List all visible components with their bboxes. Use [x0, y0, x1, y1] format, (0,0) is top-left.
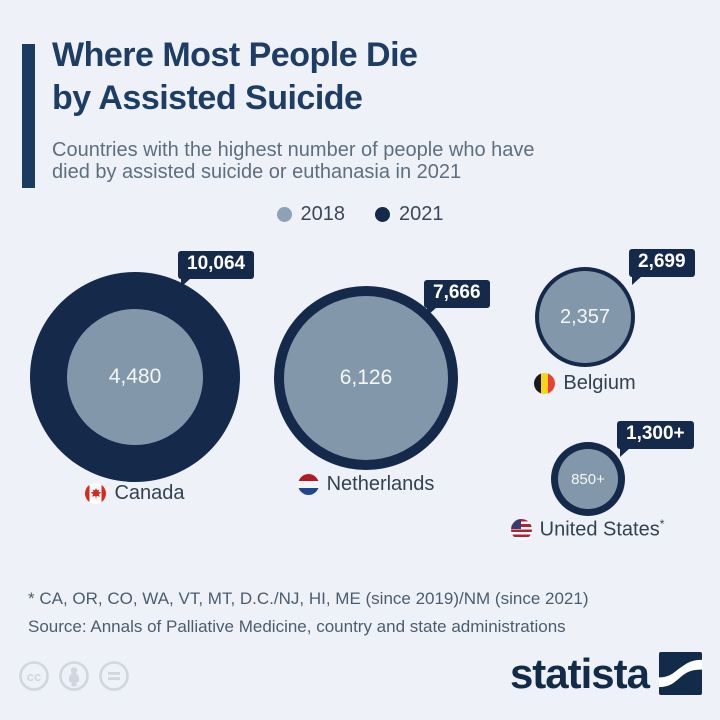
title-line-2: by Assisted Suicide — [52, 79, 363, 117]
belgium-name: Belgium — [563, 372, 636, 394]
us-bubble-2021: 850+ — [551, 442, 625, 516]
us-footnote-marker: * — [659, 517, 665, 531]
us-label: United States* — [495, 517, 680, 542]
canada-2018-value: 4,480 — [108, 365, 162, 388]
canada-flag-icon — [85, 483, 107, 504]
netherlands-2021-value: 7,666 — [433, 282, 481, 303]
svg-text:cc: cc — [27, 669, 41, 684]
netherlands-label: Netherlands — [274, 473, 458, 496]
belgium-2021-callout: 2,699 — [629, 249, 695, 285]
page-title: Where Most People Die by Assisted Suicid… — [52, 34, 418, 120]
us-bubble-2018: 850+ — [558, 449, 618, 509]
belgium-2018-value: 2,357 — [559, 305, 611, 328]
canada-name: Canada — [114, 482, 185, 504]
canada-bubble-2021: 4,480 — [30, 272, 240, 482]
statista-logo[interactable]: statista — [510, 652, 702, 695]
legend-item-2018: 2018 — [276, 203, 346, 226]
legend-label-2018: 2018 — [300, 203, 346, 225]
license-icons: cc — [18, 660, 130, 692]
legend-item-2021: 2021 — [375, 203, 444, 226]
legend: 2018 2021 — [0, 203, 720, 226]
maple-leaf-icon — [90, 487, 102, 500]
belgium-flag-icon — [534, 373, 556, 394]
no-derivatives-equals-icon[interactable] — [98, 660, 130, 692]
netherlands-bubble-2018: 6,126 — [284, 296, 448, 460]
netherlands-name: Netherlands — [326, 473, 435, 495]
legend-label-2021: 2021 — [399, 203, 444, 225]
title-accent-bar — [22, 44, 35, 188]
us-2018-value: 850+ — [571, 470, 605, 488]
netherlands-flag-icon — [297, 474, 319, 495]
belgium-label: Belgium — [510, 372, 660, 395]
cc-icon[interactable]: cc — [18, 660, 50, 692]
legend-dot-2018 — [276, 207, 292, 222]
canada-bubble-2018: 4,480 — [67, 309, 203, 445]
us-2021-value: 1,300+ — [626, 423, 685, 444]
belgium-bubble-2021: 2,357 — [535, 267, 635, 367]
netherlands-2018-value: 6,126 — [339, 366, 393, 389]
us-flag-icon — [510, 518, 532, 540]
page-subtitle: Countries with the highest number of peo… — [52, 139, 535, 183]
netherlands-bubble-2021: 6,126 — [274, 286, 458, 470]
belgium-bubble-2018: 2,357 — [539, 271, 631, 363]
source-text: Source: Annals of Palliative Medicine, c… — [28, 617, 566, 636]
attribution-person-icon[interactable] — [58, 660, 90, 692]
us-flag-canton — [510, 518, 521, 529]
statista-mark-icon — [659, 652, 702, 695]
us-name: United States* — [539, 517, 665, 541]
statista-wordmark: statista — [509, 649, 650, 697]
netherlands-2021-callout: 7,666 — [424, 280, 490, 316]
canada-2021-callout: 10,064 — [178, 251, 255, 287]
legend-dot-2021 — [375, 207, 390, 222]
subtitle-line-1: Countries with the highest number of peo… — [52, 139, 535, 161]
us-2021-callout: 1,300+ — [617, 421, 694, 457]
subtitle-line-2: died by assisted suicide or euthanasia i… — [52, 161, 462, 183]
title-line-1: Where Most People Die — [52, 36, 418, 74]
canada-2021-value: 10,064 — [187, 253, 246, 274]
footnote-text: * CA, OR, CO, WA, VT, MT, D.C./NJ, HI, M… — [28, 589, 589, 608]
belgium-2021-value: 2,699 — [638, 251, 686, 272]
canada-label: Canada — [30, 482, 240, 505]
